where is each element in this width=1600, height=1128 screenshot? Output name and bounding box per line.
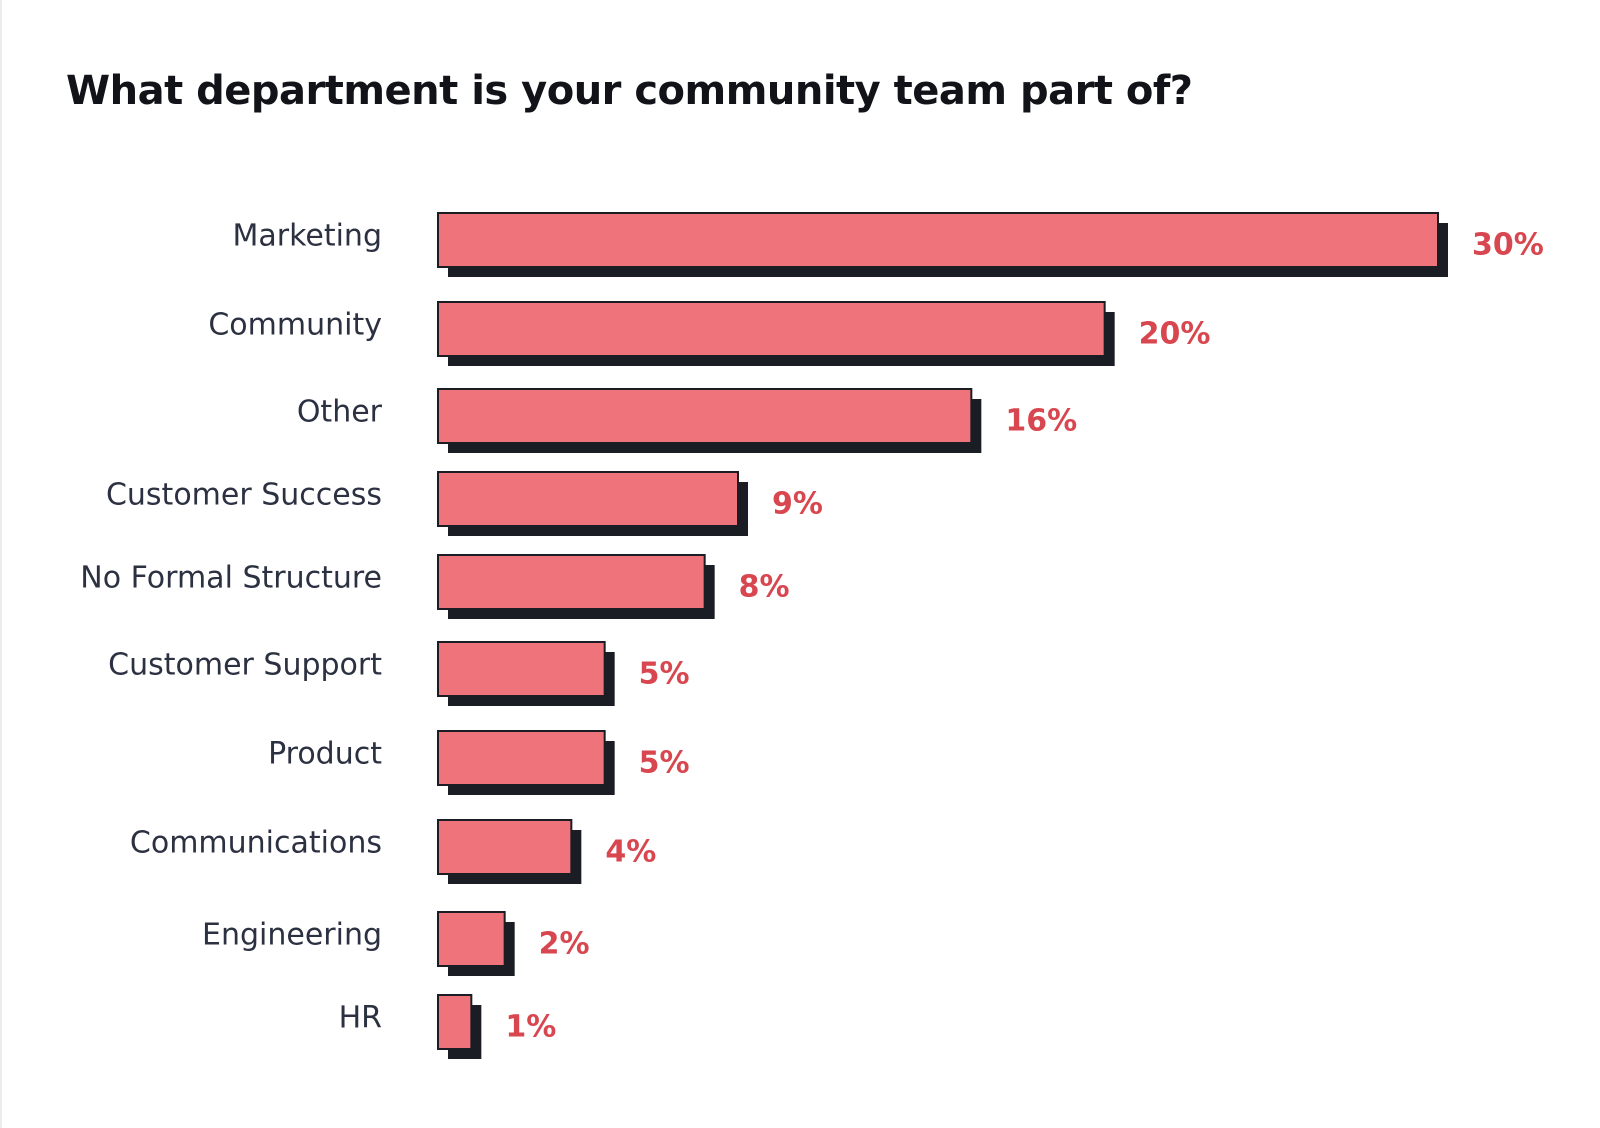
category-label-product: Product [268, 737, 382, 772]
bar-no-formal-structure [437, 554, 706, 610]
bar-customer-success [437, 471, 739, 527]
bar-group-customer-support [437, 641, 615, 706]
bar-communications [437, 819, 573, 875]
bar-group-hr [437, 994, 482, 1059]
category-label-communications: Communications [130, 826, 382, 861]
value-label-product: 5% [639, 746, 690, 781]
bar-engineering [437, 911, 506, 967]
bars-layer [437, 212, 1448, 1059]
bar-group-product [437, 730, 615, 795]
value-label-no-formal-structure: 8% [739, 570, 790, 605]
category-label-other: Other [297, 395, 383, 430]
bar-group-engineering [437, 911, 515, 976]
category-label-no-formal-structure: No Formal Structure [80, 561, 382, 596]
bar-group-customer-success [437, 471, 748, 536]
bar-community [437, 301, 1106, 357]
category-label-engineering: Engineering [202, 918, 382, 953]
category-label-community: Community [208, 308, 382, 343]
value-label-engineering: 2% [539, 927, 590, 962]
value-label-community: 20% [1139, 317, 1211, 352]
bar-group-other [437, 388, 982, 453]
bar-group-marketing [437, 212, 1448, 277]
value-label-communications: 4% [605, 835, 656, 870]
value-label-hr: 1% [505, 1010, 556, 1045]
labels-layer: Marketing 30% Community 20% Other 16% Customer… [80, 219, 1544, 1045]
category-label-hr: HR [339, 1001, 382, 1036]
bar-hr [437, 994, 473, 1050]
value-label-marketing: 30% [1472, 228, 1544, 263]
category-label-marketing: Marketing [232, 219, 382, 254]
bar-group-community [437, 301, 1115, 366]
bar-product [437, 730, 606, 786]
value-label-customer-support: 5% [639, 657, 690, 692]
category-label-customer-success: Customer Success [106, 478, 382, 513]
bar-marketing [437, 212, 1439, 268]
value-label-other: 16% [1005, 404, 1077, 439]
bar-group-communications [437, 819, 582, 884]
category-label-customer-support: Customer Support [108, 648, 382, 683]
chart-title: What department is your community team p… [66, 68, 1193, 114]
bar-customer-support [437, 641, 606, 697]
bar-group-no-formal-structure [437, 554, 715, 619]
bar-other [437, 388, 973, 444]
value-label-customer-success: 9% [772, 487, 823, 522]
